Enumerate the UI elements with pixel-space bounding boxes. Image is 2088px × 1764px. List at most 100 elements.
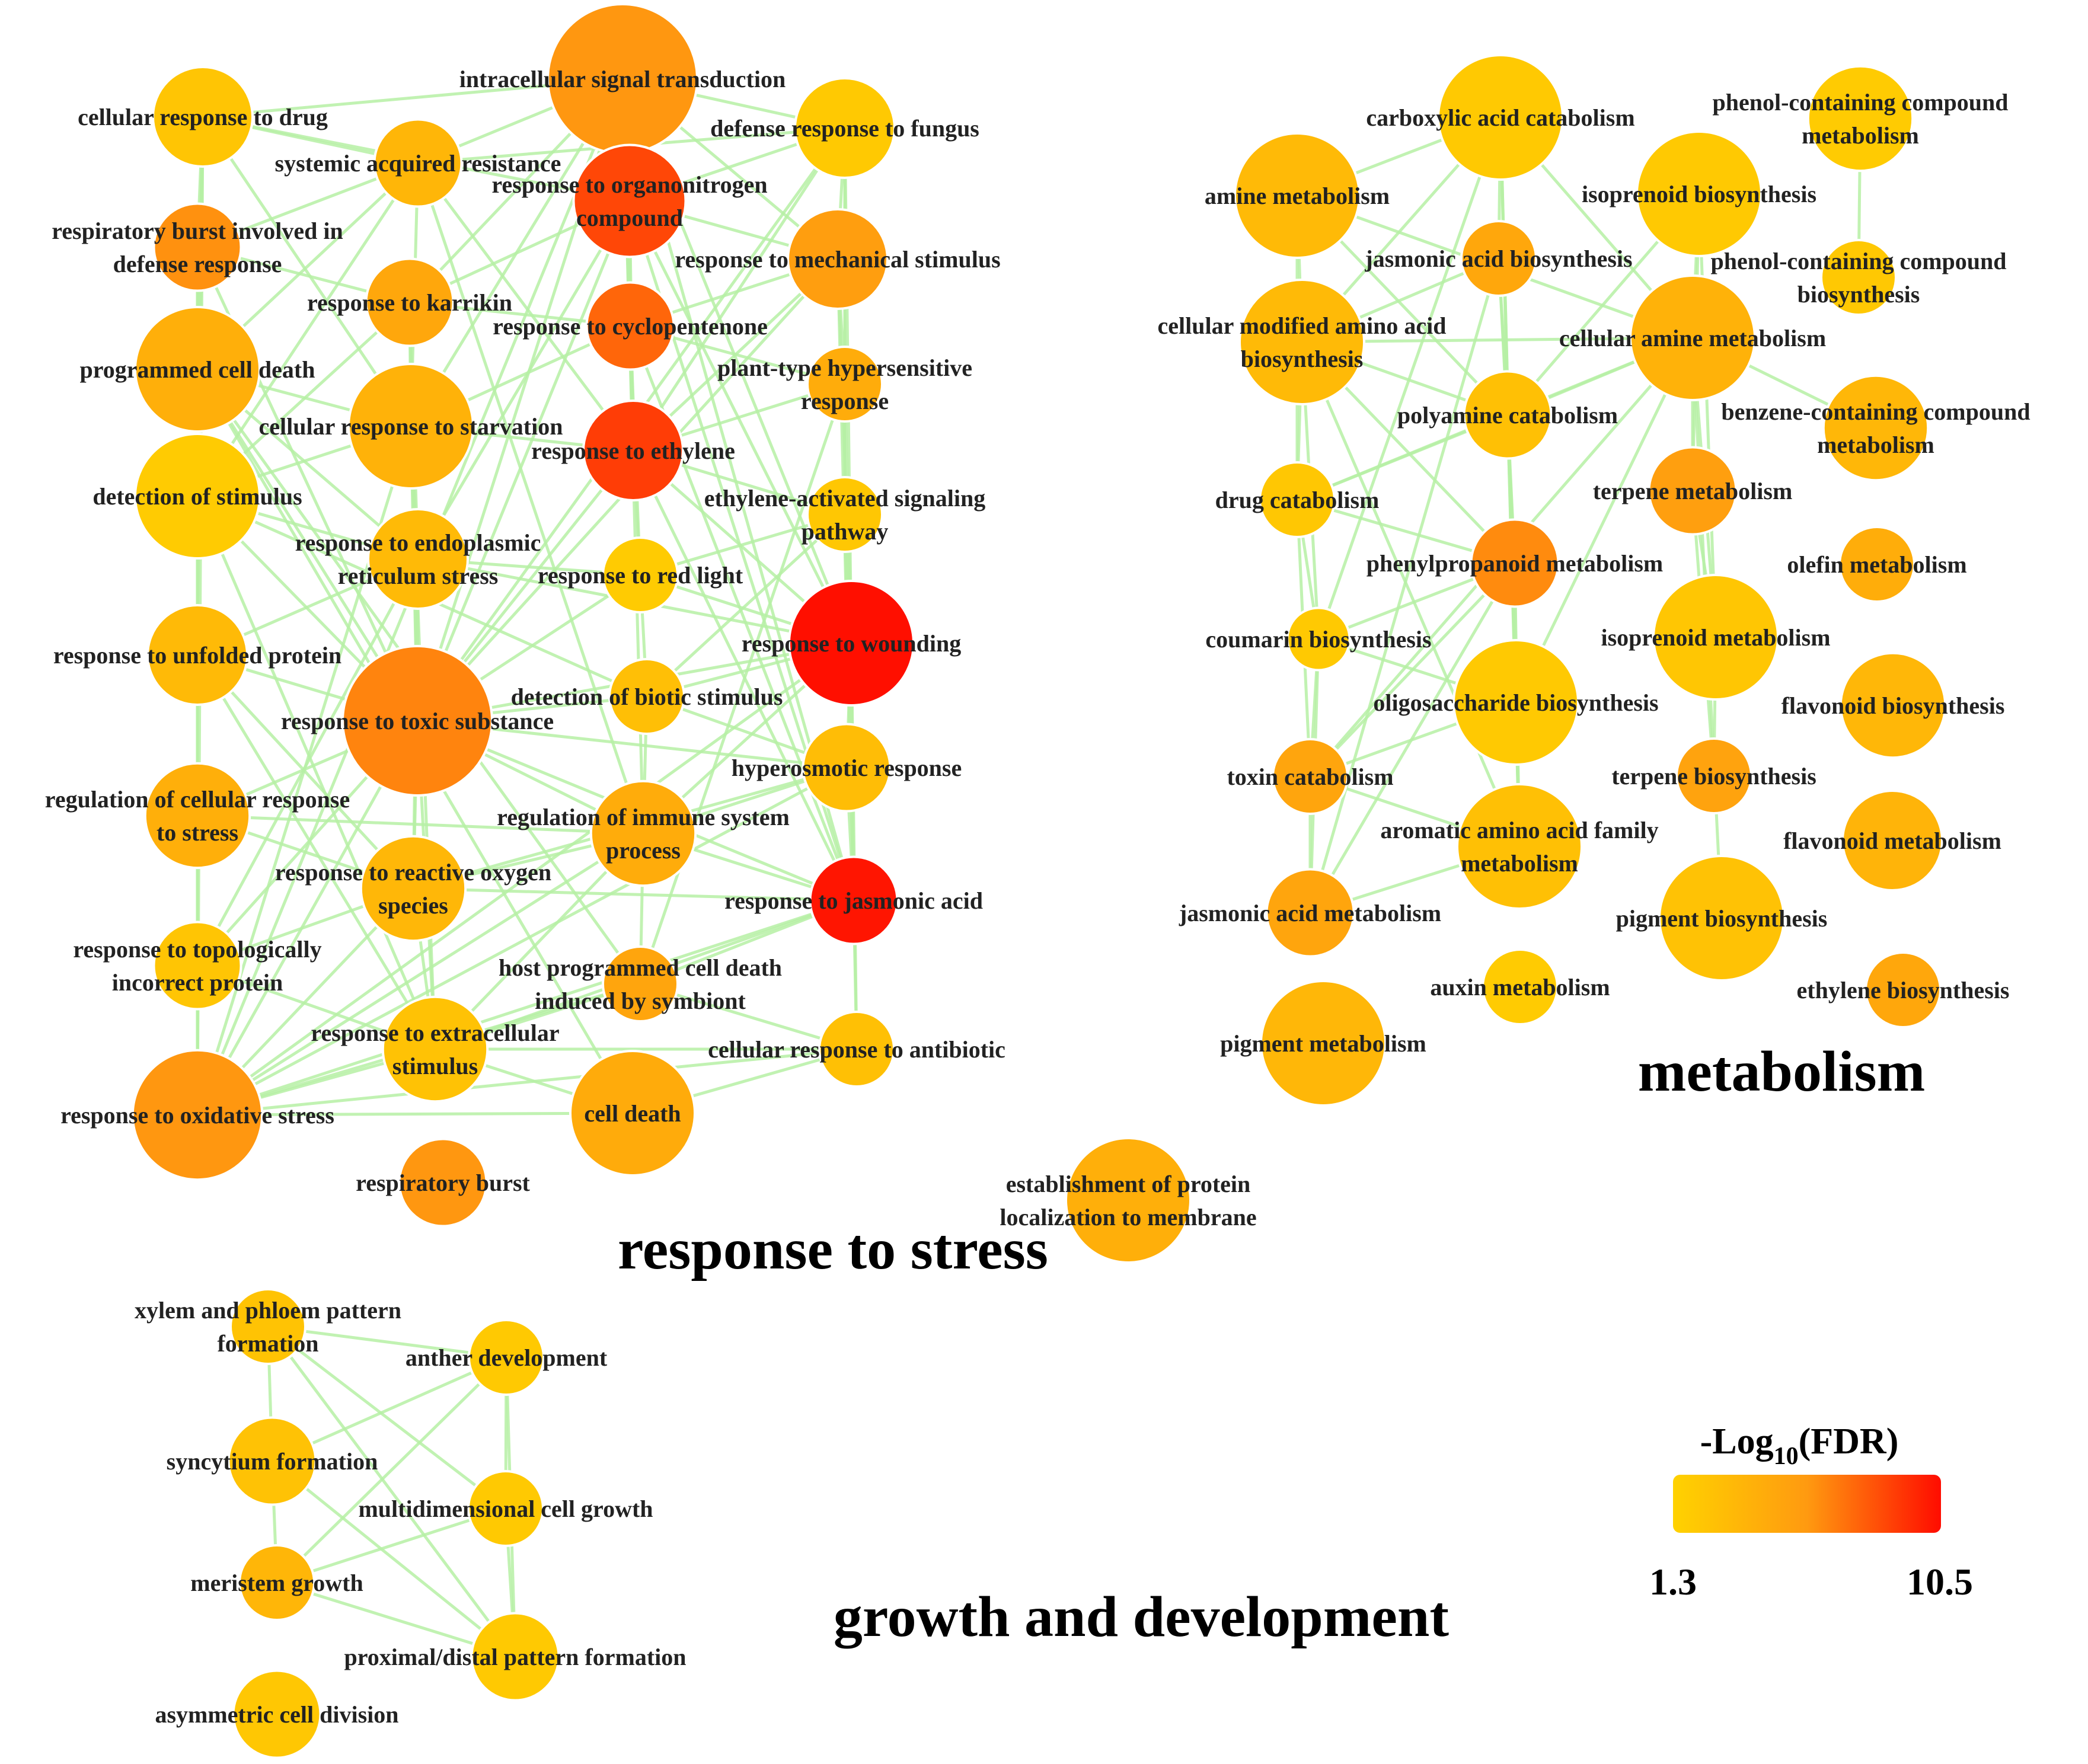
node-m7[interactable] (1238, 279, 1365, 405)
node-s8[interactable] (365, 257, 455, 347)
node-s31[interactable] (131, 1049, 264, 1181)
node-s14[interactable] (134, 433, 261, 560)
node-label-line: flavonoid metabolism (1783, 827, 2001, 854)
node-s19[interactable] (146, 604, 248, 706)
node-m23[interactable] (1265, 868, 1355, 958)
node-label-s26: response to jasmonic acid (724, 887, 983, 914)
node-label-line: xylem and phloem pattern (135, 1297, 401, 1324)
node-s7[interactable] (787, 208, 889, 310)
node-label-m7: cellular modified amino acid biosynthesis (1157, 312, 1446, 372)
node-s2[interactable] (152, 66, 254, 168)
node-label-s31: response to oxidative stress (60, 1102, 334, 1129)
node-g7[interactable] (232, 1669, 322, 1759)
node-s27[interactable] (152, 921, 242, 1011)
node-s20[interactable] (608, 658, 685, 735)
node-s32[interactable] (569, 1050, 696, 1177)
node-g4[interactable] (467, 1470, 544, 1547)
edge-g2-g5 (275, 1356, 508, 1584)
node-s6[interactable] (152, 202, 242, 292)
node-m22[interactable] (1841, 790, 1943, 891)
node-label-m19: toxin catabolism (1227, 763, 1393, 790)
edge-s4-s14 (196, 161, 420, 498)
node-s5[interactable] (572, 143, 687, 258)
node-s22[interactable] (802, 723, 892, 813)
node-m1[interactable] (1437, 54, 1564, 181)
node-g1[interactable] (229, 1288, 307, 1365)
node-label-s18: response to wounding (742, 630, 961, 657)
node-m4[interactable] (1636, 130, 1763, 257)
node-m3[interactable] (1234, 132, 1361, 259)
node-label-line: response to jasmonic acid (724, 887, 983, 914)
node-label-line: terpene metabolism (1593, 478, 1793, 504)
node-label-line: oligosaccharide biosynthesis (1373, 689, 1658, 716)
node-s24[interactable] (589, 779, 697, 887)
node-m19[interactable] (1272, 738, 1349, 815)
node-m9[interactable] (1463, 370, 1553, 460)
node-label-m20: terpene biosynthesis (1611, 763, 1816, 790)
node-s4[interactable] (373, 118, 463, 208)
node-label-line: syncytium formation (167, 1448, 378, 1475)
node-s17[interactable] (602, 536, 679, 613)
node-label-line: response to red light (538, 562, 743, 589)
node-label-s5: response to organonitrogen compound (491, 171, 767, 231)
node-s23[interactable] (143, 762, 251, 870)
node-m11[interactable] (1259, 461, 1336, 538)
node-label-s7: response to mechanical stimulus (675, 246, 1000, 273)
node-s16[interactable] (367, 508, 469, 610)
node-m12[interactable] (1648, 446, 1738, 536)
node-g5[interactable] (238, 1544, 315, 1621)
node-label-line: systemic acquired resistance (275, 150, 561, 177)
node-m27[interactable] (1260, 980, 1387, 1107)
node-m10[interactable] (1822, 374, 1930, 482)
node-s34[interactable] (1065, 1137, 1192, 1264)
node-m25[interactable] (1482, 948, 1559, 1025)
node-m26[interactable] (1864, 951, 1942, 1028)
legend-title-suffix: (FDR) (1799, 1421, 1899, 1462)
node-s11[interactable] (806, 346, 883, 423)
node-label-m17: oligosaccharide biosynthesis (1373, 689, 1658, 716)
node-label-s27: response to topologically incorrect prote… (73, 936, 321, 996)
node-m21[interactable] (1456, 783, 1583, 910)
node-m24[interactable] (1658, 855, 1785, 982)
node-m2[interactable] (1806, 65, 1914, 172)
edge-s14-s29 (196, 494, 437, 1051)
node-m15[interactable] (1286, 606, 1351, 672)
node-s3[interactable] (794, 77, 896, 179)
node-label-line: incorrect protein (112, 969, 283, 996)
node-s28[interactable] (602, 945, 679, 1022)
node-label-line: localization to membrane (1000, 1204, 1256, 1231)
node-label-line: cellular modified amino acid (1157, 312, 1446, 339)
node-m5[interactable] (1460, 220, 1537, 297)
node-m13[interactable] (1470, 518, 1560, 608)
node-s29[interactable] (381, 995, 489, 1103)
node-m20[interactable] (1675, 737, 1752, 814)
node-label-m26: ethylene biosynthesis (1797, 977, 2010, 1004)
node-s21[interactable] (341, 645, 493, 797)
node-label-line: regulation of immune system (497, 804, 790, 830)
node-m6[interactable] (1820, 239, 1897, 316)
node-s26[interactable] (809, 855, 899, 945)
node-s13[interactable] (582, 400, 684, 501)
node-m14[interactable] (1838, 526, 1915, 603)
node-m18[interactable] (1839, 651, 1947, 759)
node-m16[interactable] (1652, 574, 1779, 701)
node-s18[interactable] (788, 580, 915, 707)
node-s9[interactable] (585, 281, 675, 371)
node-s30[interactable] (818, 1011, 895, 1088)
node-g2[interactable] (468, 1319, 545, 1396)
node-label-line: response to toxic substance (281, 708, 554, 734)
node-label-g1: xylem and phloem pattern formation (135, 1297, 401, 1357)
node-s12[interactable] (347, 363, 474, 490)
node-m17[interactable] (1452, 639, 1579, 766)
node-g3[interactable] (227, 1416, 317, 1506)
node-label-line: benzene-containing compound (1721, 398, 2030, 425)
node-label-m16: isoprenoid metabolism (1601, 624, 1830, 651)
node-m8[interactable] (1629, 274, 1756, 401)
node-s15[interactable] (806, 476, 883, 553)
node-s25[interactable] (359, 835, 467, 942)
node-label-line: metabolism (1817, 432, 1934, 458)
node-label-m21: aromatic amino acid family metabolism (1380, 817, 1658, 877)
node-s33[interactable] (398, 1137, 488, 1228)
node-s10[interactable] (134, 306, 261, 433)
node-g6[interactable] (470, 1612, 560, 1702)
